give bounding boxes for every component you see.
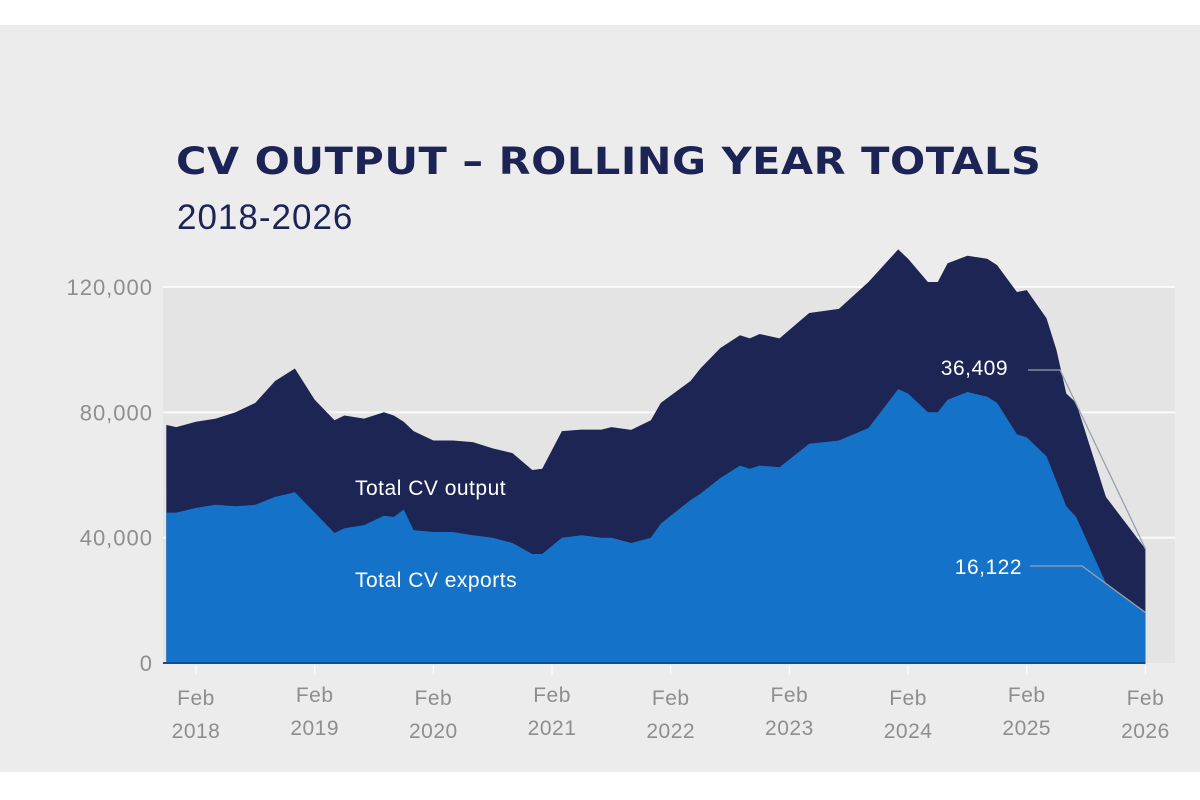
y-axis: 0 40,000 80,000 120,000	[66, 275, 153, 676]
x-tick-year: 2020	[409, 720, 458, 743]
annotations: 36,409 16,122	[941, 357, 1147, 614]
series-areas	[163, 249, 1146, 664]
y-tick-label: 80,000	[80, 400, 153, 425]
x-tick-month: Feb	[415, 687, 453, 710]
x-tick-month: Feb	[296, 684, 334, 707]
x-tick-year: 2021	[528, 717, 577, 740]
x-tick-month: Feb	[771, 684, 809, 707]
x-tick-year: 2023	[765, 717, 814, 740]
x-tick-month: Feb	[652, 687, 690, 710]
y-tick-label: 120,000	[66, 275, 153, 300]
x-tick-month: Feb	[1008, 684, 1046, 707]
x-tick-year: 2022	[646, 720, 695, 743]
x-tick-month: Feb	[889, 687, 927, 710]
y-tick-label: 0	[140, 651, 153, 676]
x-tick-year: 2018	[172, 720, 221, 743]
series-label-output: Total CV output	[355, 477, 506, 500]
x-tick-month: Feb	[1127, 687, 1165, 710]
annotation-leader-line	[1028, 369, 1147, 550]
annotation-value: 16,122	[955, 556, 1022, 579]
y-tick-label: 40,000	[80, 526, 153, 551]
exports-area	[166, 389, 1146, 663]
x-tick-year: 2025	[1002, 717, 1051, 740]
x-tick-month: Feb	[533, 684, 571, 707]
x-tick-month: Feb	[177, 687, 215, 710]
x-tick-year: 2019	[290, 717, 339, 740]
x-axis: Feb 2018 Feb 2019 Feb 2020 Feb 2021 Feb 2022 Feb 20…	[172, 665, 1170, 743]
chart-title: CV OUTPUT – ROLLING YEAR TOTALS	[176, 140, 1042, 183]
chart-subtitle: 2018-2026	[177, 198, 354, 237]
x-tick-year: 2026	[1121, 720, 1170, 743]
annotation-value: 36,409	[941, 357, 1008, 380]
annotation-leader-line	[1030, 565, 1146, 614]
x-tick-year: 2024	[884, 720, 933, 743]
series-label-exports: Total CV exports	[355, 569, 517, 592]
